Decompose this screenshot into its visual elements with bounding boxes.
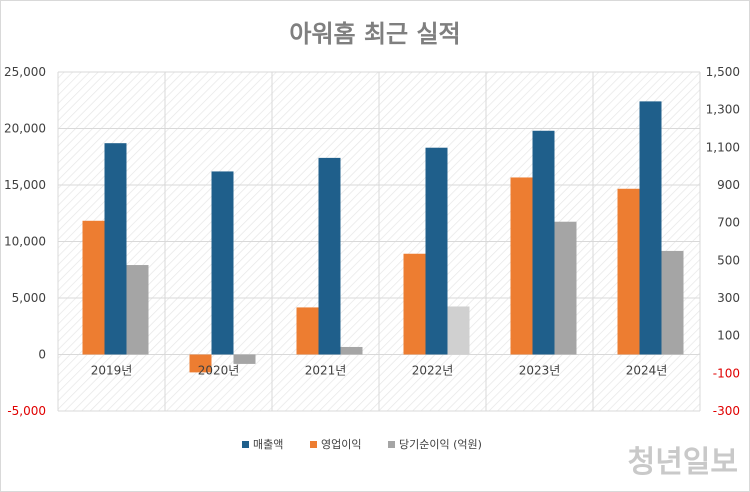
bar-당기순이익-2019년 — [126, 265, 149, 355]
bar-당기순이익-2023년 — [554, 221, 577, 355]
left-tick-label: 25,000 — [4, 65, 46, 79]
bar-당기순이익-2020년 — [233, 354, 256, 364]
legend-swatch — [242, 441, 249, 448]
bar-당기순이익-2024년 — [661, 250, 684, 355]
category-label: 2020년 — [198, 364, 240, 378]
bar-매출액-2020년 — [211, 171, 234, 355]
left-tick-label: 0 — [38, 348, 46, 362]
right-tick-label: 1,100 — [706, 140, 740, 154]
category-label: 2024년 — [626, 364, 668, 378]
bar-영업이익-2023년 — [510, 177, 533, 355]
legend-label: 매출액 — [253, 438, 283, 451]
right-tick-label: 1,300 — [706, 103, 740, 117]
right-tick-label: 100 — [717, 329, 740, 343]
left-tick-label: 15,000 — [4, 178, 46, 192]
left-tick-label: 5,000 — [12, 291, 46, 305]
watermark-text: 청년일보 — [628, 445, 738, 480]
right-tick-label: 700 — [717, 216, 740, 230]
category-label: 2022년 — [412, 364, 454, 378]
right-tick-label: 500 — [717, 253, 740, 267]
bar-매출액-2021년 — [318, 157, 341, 355]
bar-당기순이익-2022년 — [447, 306, 470, 355]
left-tick-label: -5,000 — [7, 404, 46, 418]
legend-label: 영업이익 — [321, 438, 361, 451]
category-label: 2019년 — [91, 364, 133, 378]
right-tick-label: -100 — [713, 366, 740, 380]
legend-swatch — [310, 441, 317, 448]
right-tick-label: 1,500 — [706, 65, 740, 79]
bar-영업이익-2019년 — [82, 220, 105, 355]
bar-영업이익-2020년 — [189, 354, 212, 373]
bar-매출액-2022년 — [425, 147, 448, 355]
bar-매출액-2023년 — [532, 130, 555, 355]
bar-영업이익-2021년 — [296, 307, 319, 355]
left-tick-label: 10,000 — [4, 235, 46, 249]
legend-label: 당기순이익 (억원) — [399, 438, 482, 451]
category-label: 2023년 — [519, 364, 561, 378]
legend-swatch — [388, 441, 395, 448]
category-label: 2021년 — [305, 364, 347, 378]
right-tick-label: 300 — [717, 291, 740, 305]
left-tick-label: 20,000 — [4, 122, 46, 136]
right-tick-label: -300 — [713, 404, 740, 418]
bar-영업이익-2024년 — [617, 188, 640, 355]
bar-매출액-2019년 — [104, 143, 127, 355]
bar-매출액-2024년 — [639, 101, 662, 355]
bar-당기순이익-2021년 — [340, 346, 363, 355]
bar-영업이익-2022년 — [403, 253, 426, 355]
right-tick-label: 900 — [717, 178, 740, 192]
chart-title: 아워홈 최근 실적 — [289, 20, 460, 48]
